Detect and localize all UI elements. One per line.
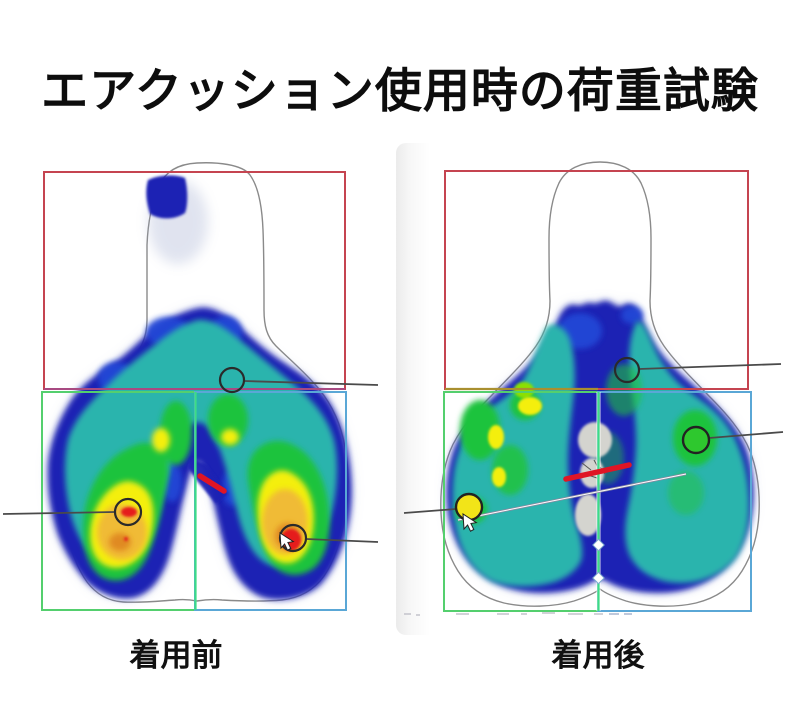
divider-handles bbox=[592, 538, 605, 585]
nose-pressure-blob bbox=[146, 175, 188, 219]
pressure-map-before bbox=[20, 150, 390, 625]
caption-after: 着用後 bbox=[551, 638, 645, 673]
pressure-map-after bbox=[396, 143, 800, 635]
heat-level5-yellow bbox=[488, 397, 542, 487]
red-indicator-bar bbox=[563, 462, 632, 482]
caption-before: 着用前 bbox=[129, 638, 223, 673]
pressure-heatmap-before bbox=[41, 162, 352, 611]
pressure-heatmap-after bbox=[404, 161, 760, 616]
faint-watermark-marks bbox=[404, 612, 632, 616]
diagonal-measure-line bbox=[457, 472, 687, 522]
page-title: エアクッション使用時の荷重試験 bbox=[41, 66, 759, 118]
red-indicator-bar bbox=[197, 473, 227, 494]
